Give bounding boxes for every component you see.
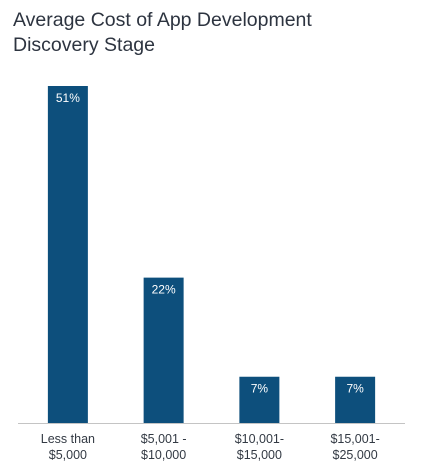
- x-axis-tick-labels: Less than $5,000 $5,001 - $10,000 $10,001- $1…: [41, 432, 380, 462]
- bar-4: [335, 376, 376, 423]
- chart-title: Average Cost of App Development Discover…: [13, 8, 312, 58]
- x-tick-label-1-line-1: Less than: [41, 432, 95, 446]
- x-tick-label-2-line-1: $5,001 -: [141, 432, 187, 446]
- data-label-1: 51%: [56, 91, 80, 105]
- x-tick-label-3-line-2: $15,000: [237, 448, 282, 462]
- data-label-3: 7%: [251, 382, 269, 396]
- x-tick-label-2-line-2: $10,000: [141, 448, 186, 462]
- data-label-2: 22%: [152, 283, 176, 297]
- x-tick-label-4-line-1: $15,001-: [330, 432, 379, 446]
- bar-1: [47, 86, 88, 423]
- x-tick-label-4-line-2: $25,000: [333, 448, 378, 462]
- x-tick-label-1-line-2: $5,000: [49, 448, 87, 462]
- chart-title-line-1: Average Cost of App Development: [13, 9, 312, 31]
- bar-2: [143, 277, 184, 423]
- bar-group: 51% 22% 7% 7%: [47, 86, 376, 423]
- data-label-4: 7%: [346, 382, 364, 396]
- x-tick-label-3-line-1: $10,001-: [235, 432, 284, 446]
- bar-3: [239, 376, 280, 423]
- chart-title-line-2: Discovery Stage: [13, 34, 155, 56]
